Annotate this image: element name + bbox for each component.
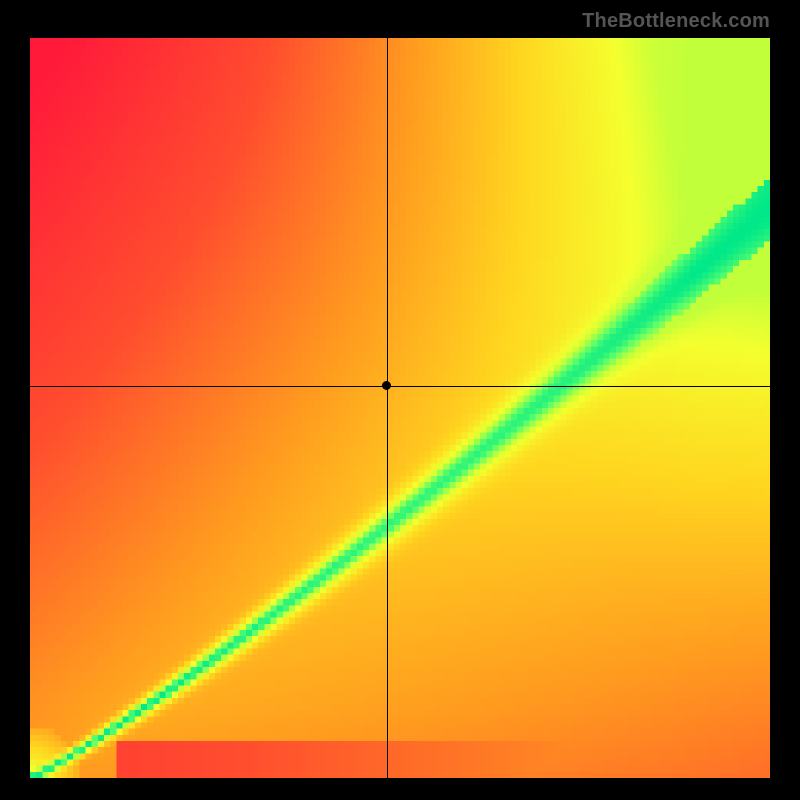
crosshair-horizontal bbox=[30, 386, 770, 387]
bottleneck-heatmap bbox=[30, 38, 770, 778]
watermark-text: TheBottleneck.com bbox=[582, 10, 770, 33]
crosshair-vertical bbox=[387, 38, 388, 778]
chart-container: TheBottleneck.com bbox=[0, 0, 800, 800]
